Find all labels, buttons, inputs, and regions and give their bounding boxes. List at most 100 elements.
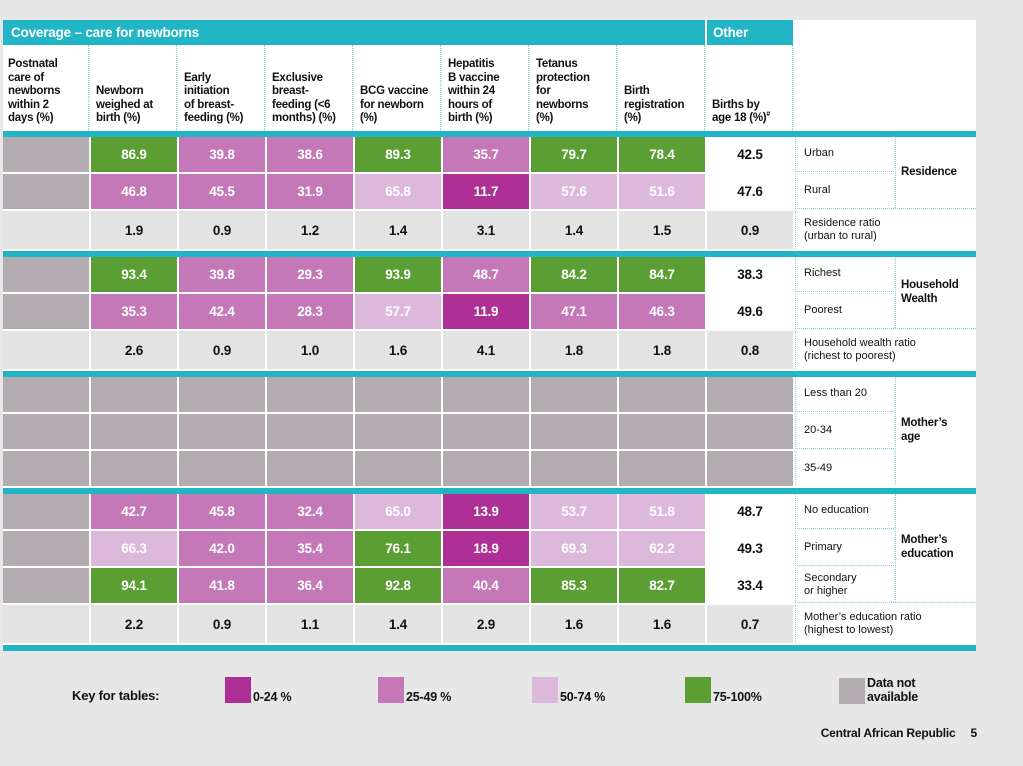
row-label: Mother’s education ratio (highest to low… bbox=[795, 605, 976, 643]
section-separator bbox=[3, 371, 976, 377]
value-cell: 1.9 bbox=[91, 211, 177, 249]
value-cell: 1.1 bbox=[267, 605, 353, 643]
value-cell: 35.3 bbox=[91, 294, 177, 329]
no-data-cell bbox=[531, 451, 617, 486]
table-row: 66.3 42.0 35.4 76.1 18.9 69.3 62.2 49.3 Primary bbox=[3, 531, 976, 566]
column-header: Hepatitis B vaccine within 24 hours of b… bbox=[443, 45, 529, 131]
table-section: 86.9 39.8 38.6 89.3 35.7 79.7 78.4 42.5 Urban 46.… bbox=[3, 137, 976, 249]
value-cell: 1.4 bbox=[355, 605, 441, 643]
value-cell: 85.3 bbox=[531, 568, 617, 603]
value-cell: 47.6 bbox=[707, 174, 793, 209]
no-data-cell bbox=[619, 414, 705, 449]
no-data-cell bbox=[443, 377, 529, 412]
value-cell: 69.3 bbox=[531, 531, 617, 566]
value-cell: 1.5 bbox=[619, 211, 705, 249]
no-data-cell bbox=[3, 257, 89, 292]
no-data-cell bbox=[267, 377, 353, 412]
value-cell: 1.0 bbox=[267, 331, 353, 369]
key-swatch bbox=[685, 677, 711, 703]
table-row: 2.6 0.9 1.0 1.6 4.1 1.8 1.8 0.8 Household wealth… bbox=[3, 331, 976, 369]
other-section-title: Other bbox=[707, 20, 793, 45]
value-cell: 86.9 bbox=[91, 137, 177, 172]
value-cell: 42.5 bbox=[707, 137, 793, 172]
value-cell: 57.7 bbox=[355, 294, 441, 329]
no-data-cell bbox=[91, 451, 177, 486]
page-number: 5 bbox=[970, 726, 978, 740]
table-row: 86.9 39.8 38.6 89.3 35.7 79.7 78.4 42.5 Urban bbox=[3, 137, 976, 172]
empty-cell bbox=[3, 331, 89, 369]
table-row: 1.9 0.9 1.2 1.4 3.1 1.4 1.5 0.9 Residence ratio … bbox=[3, 211, 976, 249]
no-data-cell bbox=[3, 174, 89, 209]
no-data-cell bbox=[179, 451, 265, 486]
value-cell: 46.3 bbox=[619, 294, 705, 329]
value-cell: 11.9 bbox=[443, 294, 529, 329]
column-header: Tetanus protection for newborns (%) bbox=[531, 45, 617, 131]
no-data-cell bbox=[179, 377, 265, 412]
value-cell: 0.8 bbox=[707, 331, 793, 369]
no-data-cell bbox=[443, 451, 529, 486]
no-data-cell bbox=[707, 414, 793, 449]
column-header-row: Postnatal care of newborns within 2 days… bbox=[3, 45, 976, 131]
column-header-label: Exclusive breast- feeding (<6 months) (%… bbox=[272, 71, 336, 125]
no-data-cell bbox=[91, 414, 177, 449]
value-cell: 28.3 bbox=[267, 294, 353, 329]
no-data-cell bbox=[3, 494, 89, 529]
value-cell: 0.7 bbox=[707, 605, 793, 643]
column-header: Newborn weighed at birth (%) bbox=[91, 45, 177, 131]
empty-cell bbox=[3, 211, 89, 249]
value-cell: 42.7 bbox=[91, 494, 177, 529]
table-row: 35.3 42.4 28.3 57.7 11.9 47.1 46.3 49.6 Poorest bbox=[3, 294, 976, 329]
value-cell: 1.4 bbox=[531, 211, 617, 249]
value-cell: 2.9 bbox=[443, 605, 529, 643]
value-cell: 35.7 bbox=[443, 137, 529, 172]
table-key: Key for tables: 0-24 % 25-49 % 50-74 % 75-1… bbox=[0, 676, 1023, 717]
table-row: 20-34 bbox=[3, 414, 976, 449]
column-header-label: Postnatal care of newborns within 2 days… bbox=[8, 58, 61, 125]
no-data-cell bbox=[443, 414, 529, 449]
column-header: Births by age 18 (%)# bbox=[707, 45, 793, 131]
value-cell: 33.4 bbox=[707, 568, 793, 603]
value-cell: 92.8 bbox=[355, 568, 441, 603]
value-cell: 40.4 bbox=[443, 568, 529, 603]
key-swatch bbox=[225, 677, 251, 703]
key-swatch bbox=[839, 677, 865, 704]
table-section: 93.4 39.8 29.3 93.9 48.7 84.2 84.7 38.3 Richest 3… bbox=[3, 257, 976, 369]
value-cell: 45.5 bbox=[179, 174, 265, 209]
no-data-cell bbox=[3, 377, 89, 412]
value-cell: 49.3 bbox=[707, 531, 793, 566]
value-cell: 1.6 bbox=[619, 605, 705, 643]
column-header-label: Birth registration (%) bbox=[624, 85, 685, 125]
value-cell: 94.1 bbox=[91, 568, 177, 603]
no-data-cell bbox=[3, 451, 89, 486]
group-label: Mother’s education bbox=[895, 494, 976, 602]
table-row: 35-49 bbox=[3, 451, 976, 486]
table-body: 86.9 39.8 38.6 89.3 35.7 79.7 78.4 42.5 Urban 46.… bbox=[3, 137, 976, 651]
value-cell: 0.9 bbox=[179, 605, 265, 643]
value-cell: 76.1 bbox=[355, 531, 441, 566]
no-data-cell bbox=[355, 414, 441, 449]
group-label: Mother’s age bbox=[895, 377, 976, 485]
key-title: Key for tables: bbox=[72, 688, 160, 703]
no-data-cell bbox=[531, 377, 617, 412]
value-cell: 1.6 bbox=[531, 605, 617, 643]
no-data-cell bbox=[355, 377, 441, 412]
value-cell: 45.8 bbox=[179, 494, 265, 529]
no-data-cell bbox=[3, 294, 89, 329]
key-item: 25-49 % bbox=[378, 677, 452, 705]
value-cell: 53.7 bbox=[531, 494, 617, 529]
no-data-cell bbox=[531, 414, 617, 449]
value-cell: 1.8 bbox=[531, 331, 617, 369]
key-item-label: 50-74 % bbox=[560, 690, 606, 705]
key-item-label: 25-49 % bbox=[406, 690, 452, 705]
group-label: Household Wealth bbox=[895, 257, 976, 328]
value-cell: 65.0 bbox=[355, 494, 441, 529]
group-label: Residence bbox=[895, 137, 976, 208]
key-item-label: Data not available bbox=[867, 676, 919, 704]
column-header-label: Early initiation of breast- feeding (%) bbox=[184, 71, 244, 125]
column-header-spacer bbox=[795, 45, 976, 131]
key-item: 0-24 % bbox=[225, 677, 292, 704]
table-row: 94.1 41.8 36.4 92.8 40.4 85.3 82.7 33.4 Secondar… bbox=[3, 568, 976, 603]
value-cell: 41.8 bbox=[179, 568, 265, 603]
value-cell: 11.7 bbox=[443, 174, 529, 209]
column-header: BCG vaccine for newborn (%) bbox=[355, 45, 441, 131]
